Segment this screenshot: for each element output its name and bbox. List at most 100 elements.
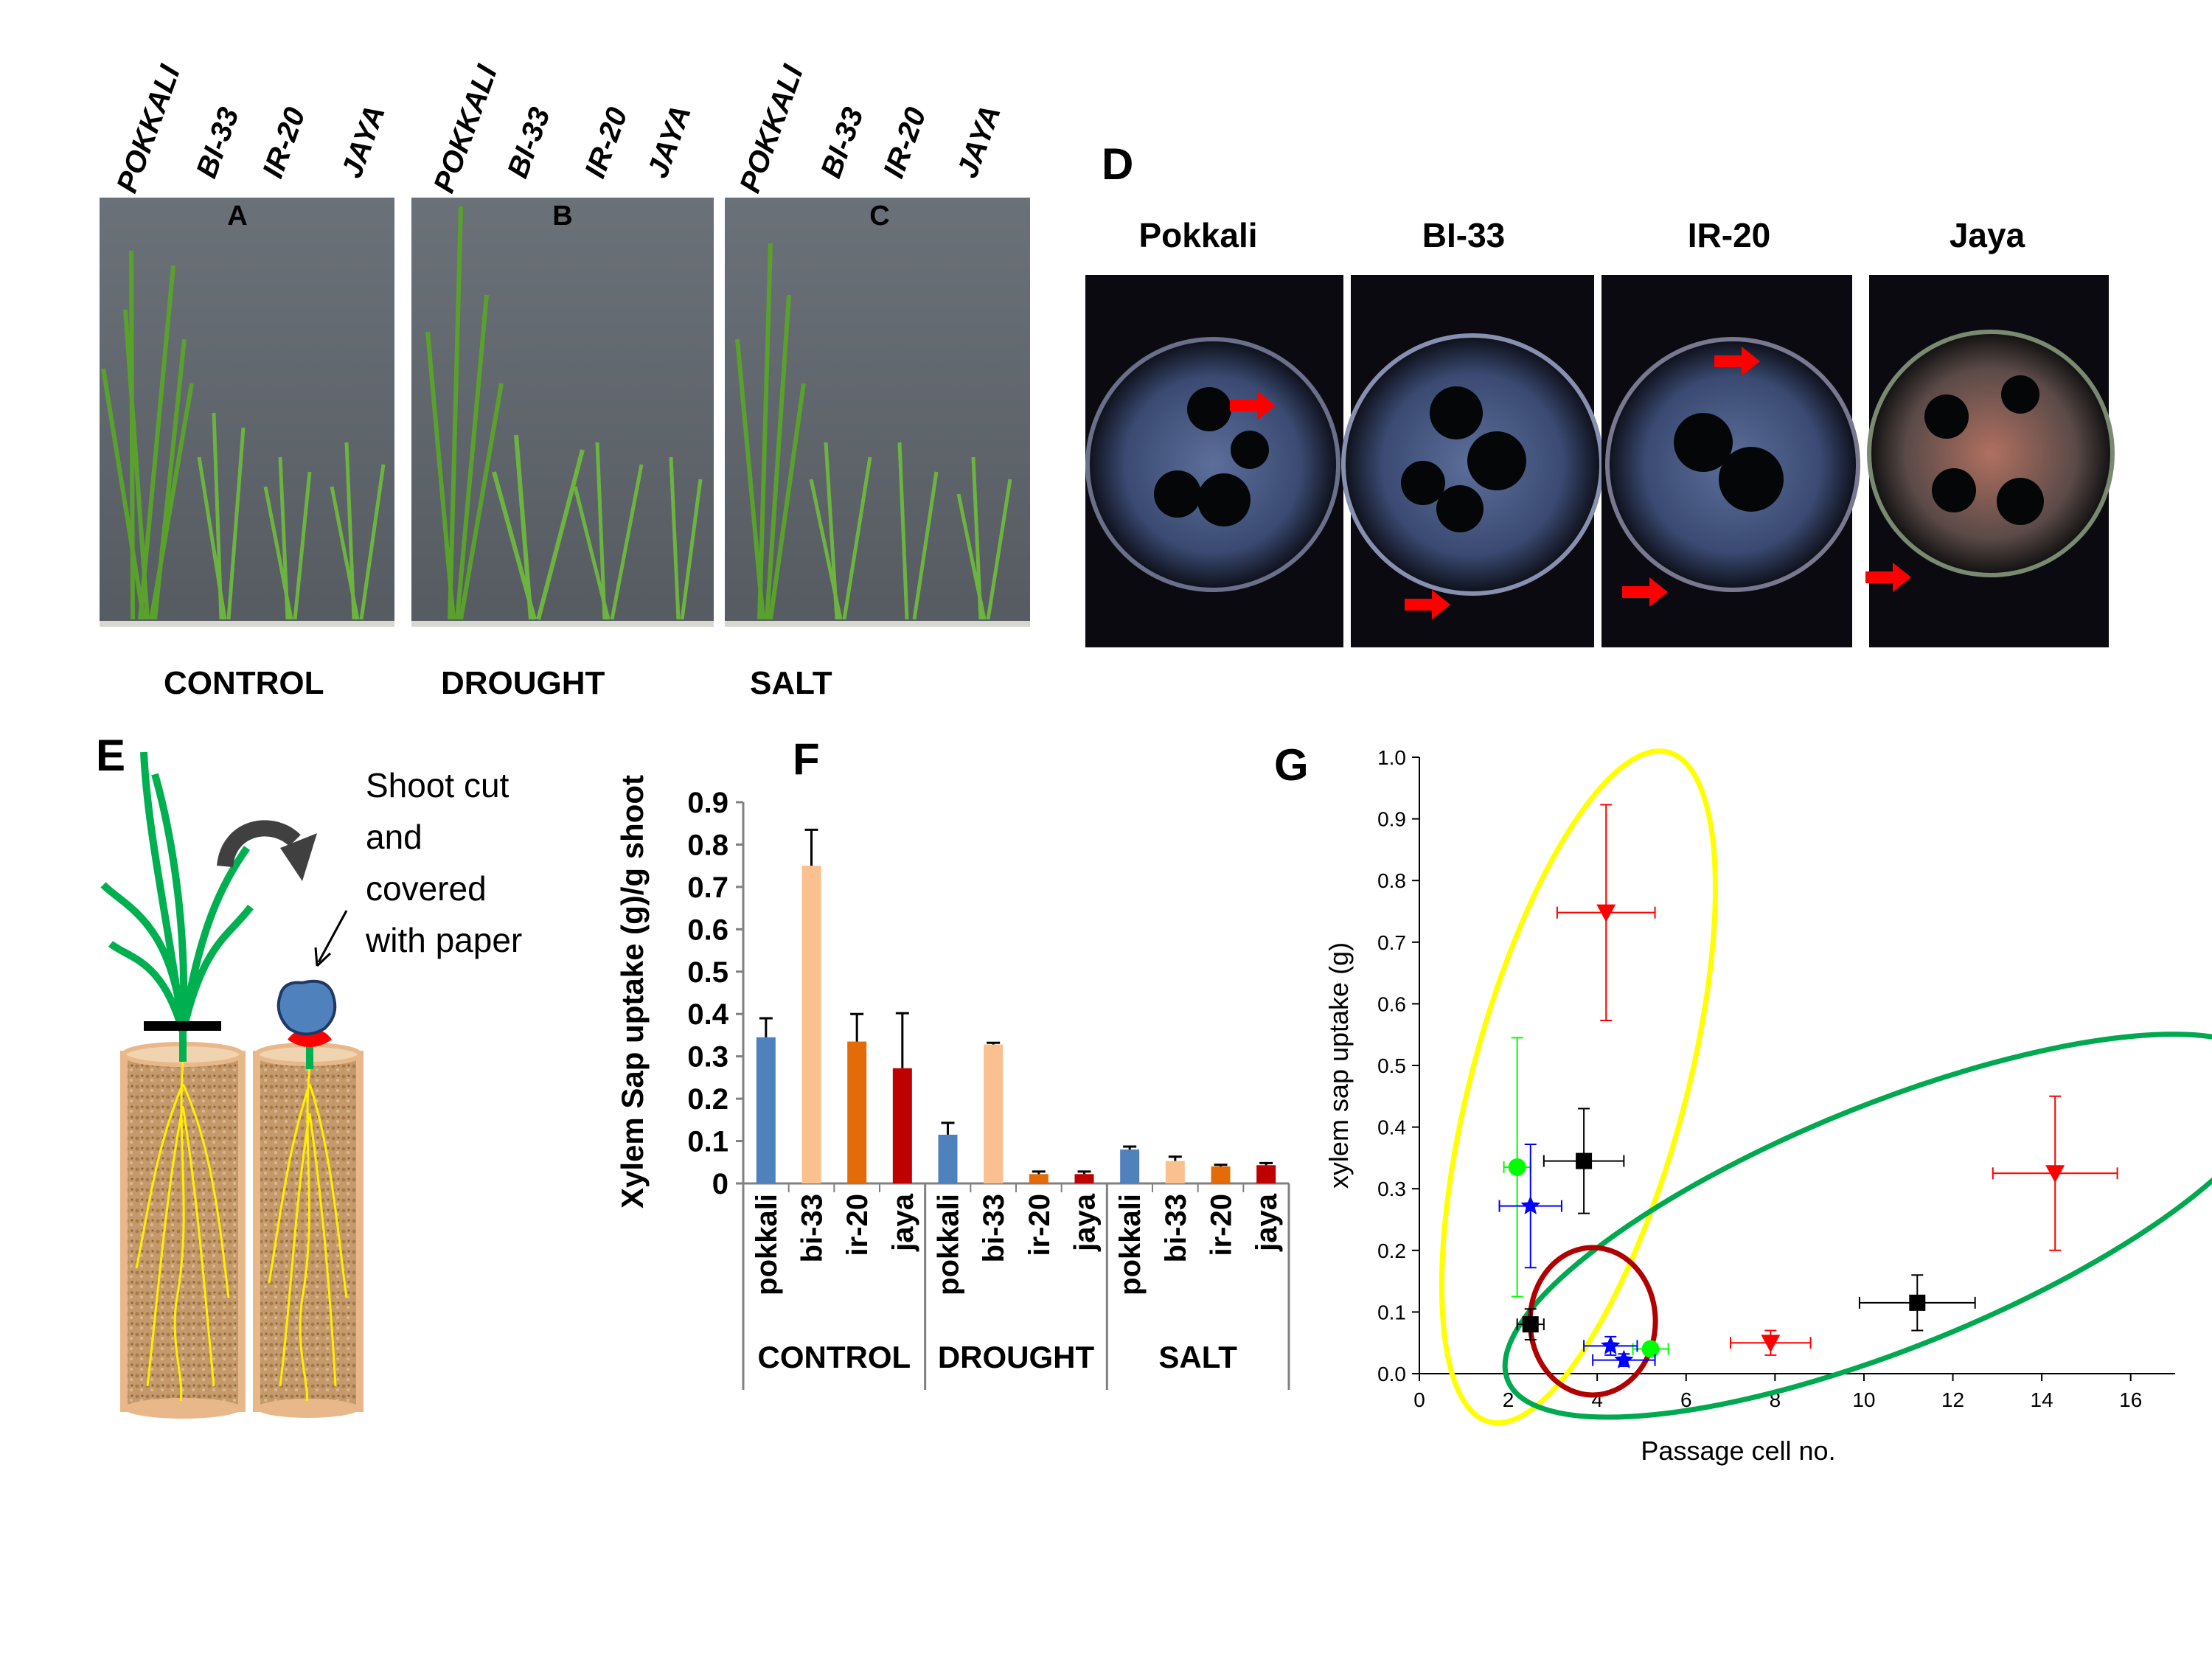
category-label: ir-20	[1023, 1194, 1056, 1256]
category-label: jaya	[887, 1193, 919, 1252]
y-tick-label: 0.0	[1377, 1363, 1406, 1385]
group-label: CONTROL	[758, 1340, 911, 1374]
y-tick-label: 0.6	[1377, 992, 1406, 1015]
y-tick-label: 0.3	[687, 1041, 728, 1074]
annotation-line: Shoot cut	[366, 766, 509, 804]
bar	[1165, 1161, 1185, 1183]
data-point	[1761, 1335, 1781, 1353]
panel-letter-d: D	[1102, 139, 1134, 189]
treatment-label-salt: SALT	[750, 665, 832, 701]
x-tick-label: 12	[1941, 1388, 1964, 1411]
bar	[756, 1037, 776, 1183]
bar	[1120, 1150, 1140, 1183]
red-arrow-icon	[1865, 563, 1911, 592]
y-tick-label: 0.7	[1377, 931, 1406, 954]
category-label: jaya	[1251, 1193, 1283, 1252]
photo-drought	[411, 198, 714, 627]
red-arrow-icons	[1230, 347, 1911, 619]
schematic-annotation: Shoot cut and covered with paper	[366, 759, 522, 966]
x-tick-label: 14	[2031, 1388, 2053, 1411]
section-image-ir20	[1601, 275, 1860, 647]
annotation-line: with paper	[366, 921, 523, 959]
photo-control	[100, 198, 394, 627]
y-tick-label: 0.7	[687, 872, 728, 904]
scatter-series	[1556, 804, 2118, 1356]
green-group-ellipse	[1502, 1032, 2212, 1420]
data-point	[1576, 1152, 1593, 1169]
y-tick-label: 0.3	[1377, 1178, 1406, 1200]
section-image-bi33	[1341, 275, 1604, 647]
y-tick-label: 0.1	[1377, 1301, 1406, 1324]
category-label: ir-20	[1206, 1194, 1238, 1256]
y-tick-label: 0.5	[1377, 1054, 1406, 1077]
category-label: pokkali	[751, 1194, 783, 1295]
red-arrow-icon	[1405, 590, 1450, 619]
y-tick-label: 0.8	[687, 829, 728, 861]
bar	[938, 1134, 958, 1183]
y-tick-label: 0	[712, 1168, 728, 1200]
y-tick-label: 1.0	[1377, 746, 1406, 769]
section-label-ir20: IR-20	[1687, 216, 1771, 254]
data-point	[1522, 1316, 1539, 1333]
x-tick-label: 10	[1852, 1388, 1875, 1411]
bar	[984, 1044, 1004, 1183]
category-label: bi-33	[796, 1194, 829, 1262]
photo-salt	[725, 198, 1030, 627]
panel-letter-f: F	[793, 734, 820, 784]
panel-letter-b: B	[552, 201, 573, 232]
bar	[1029, 1174, 1048, 1183]
red-arrow-icon	[1622, 577, 1668, 607]
pointer-arrow-icon	[314, 910, 348, 967]
x-tick-label: 2	[1503, 1388, 1514, 1411]
y-tick-label: 0.6	[687, 914, 728, 946]
group-label: DROUGHT	[938, 1340, 1095, 1374]
section-image-jaya	[1867, 275, 2115, 647]
treatment-label-control: CONTROL	[164, 665, 324, 701]
data-point	[2045, 1165, 2065, 1183]
scatter-series	[1503, 1037, 1669, 1358]
data-point	[1909, 1294, 1926, 1311]
cut-plant-column	[253, 979, 364, 1418]
scatter-series	[1516, 1107, 1976, 1341]
annotation-line: covered	[366, 869, 487, 908]
panel-letter-g: G	[1274, 740, 1309, 790]
y-tick-label: 0.9	[1377, 808, 1406, 831]
red-group-circle	[1527, 1245, 1658, 1398]
data-point	[1508, 1158, 1526, 1176]
section-label-jaya: Jaya	[1949, 216, 2025, 254]
y-axis-label: Xylem Sap uptake (g)/g shoot	[615, 775, 650, 1208]
panel-letter-c: C	[869, 201, 890, 232]
y-tick-label: 0.1	[687, 1126, 728, 1158]
x-tick-label: 6	[1680, 1388, 1692, 1411]
y-tick-label: 0.8	[1377, 869, 1406, 892]
y-tick-label: 0.4	[687, 998, 728, 1031]
y-tick-label: 0.9	[687, 787, 728, 819]
bar	[847, 1041, 867, 1183]
category-label: pokkali	[1114, 1194, 1147, 1295]
x-axis-label: Passage cell no.	[1641, 1436, 1835, 1466]
section-image-pokkali	[1085, 275, 1343, 647]
red-arrow-icon	[1714, 347, 1760, 376]
x-tick-label: 16	[2119, 1388, 2142, 1411]
scatter-series	[1498, 1144, 1656, 1368]
category-label: pokkali	[933, 1194, 965, 1295]
data-point	[1520, 1195, 1541, 1214]
y-tick-label: 0.5	[687, 956, 728, 989]
bar	[1211, 1166, 1231, 1183]
data-point	[1596, 904, 1616, 922]
bar	[892, 1068, 912, 1183]
intact-plant-column	[100, 751, 254, 1419]
y-tick-label: 0.2	[687, 1083, 728, 1116]
y-tick-label: 0.4	[1377, 1116, 1406, 1139]
red-arrow-icon	[1230, 391, 1276, 420]
bar	[801, 866, 821, 1183]
category-label: bi-33	[978, 1194, 1010, 1262]
data-point	[1614, 1349, 1634, 1368]
x-tick-label: 0	[1413, 1388, 1425, 1411]
y-axis-label: xylem sap uptake (g)	[1324, 942, 1354, 1189]
group-label: SALT	[1158, 1340, 1237, 1374]
